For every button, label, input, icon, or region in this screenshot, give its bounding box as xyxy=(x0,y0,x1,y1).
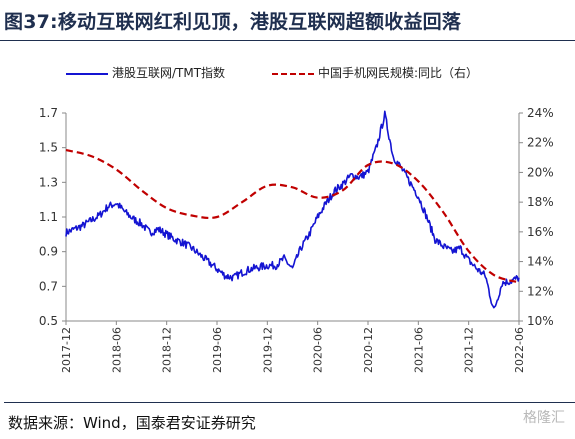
right-y-tick-label: 14% xyxy=(527,255,554,269)
left-y-tick-label: 0.7 xyxy=(39,279,58,293)
left-y-tick-label: 0.9 xyxy=(39,245,58,259)
left-y-tick-label: 1.7 xyxy=(39,106,58,120)
right-y-tick-label: 12% xyxy=(527,284,554,298)
x-tick-label: 2022-06 xyxy=(513,327,526,373)
x-tick-label: 2017-12 xyxy=(60,327,73,373)
figure-title-bar: 图37:移动互联网红利见顶，港股互联网超额收益回落 xyxy=(0,0,575,41)
watermark: 格隆汇 xyxy=(523,410,565,426)
right-y-tick-label: 20% xyxy=(527,165,554,179)
left-y-tick-label: 1.5 xyxy=(39,141,58,155)
right-y-tick-label: 10% xyxy=(527,314,554,328)
legend-label-series-2: 中国手机网民规模:同比（右） xyxy=(318,66,479,80)
legend-swatch-solid xyxy=(66,73,108,75)
left-y-tick-label: 0.5 xyxy=(39,314,58,328)
x-tick-label: 2019-06 xyxy=(211,327,224,373)
left-y-tick-label: 1.1 xyxy=(39,210,58,224)
x-tick-label: 2018-12 xyxy=(161,327,174,373)
x-tick-label: 2021-06 xyxy=(412,327,425,373)
figure-title: 图37:移动互联网红利见顶，港股互联网超额收益回落 xyxy=(4,11,462,33)
x-tick-label: 2020-06 xyxy=(312,327,325,373)
right-y-tick-label: 16% xyxy=(527,225,554,239)
x-tick-label: 2020-12 xyxy=(362,327,375,373)
right-y-tick-label: 24% xyxy=(527,106,554,120)
source-bar: 数据来源：Wind，国泰君安证券研究 格隆汇 xyxy=(4,402,575,439)
x-tick-label: 2019-12 xyxy=(261,327,274,373)
right-y-tick-label: 18% xyxy=(527,195,554,209)
legend-swatch-dashed xyxy=(272,73,314,75)
x-tick-label: 2018-06 xyxy=(110,327,123,373)
x-tick-label: 2021-12 xyxy=(463,327,476,373)
series-line-mobile-users-yoy xyxy=(65,149,520,284)
series-line-hk-internet-tmt xyxy=(65,110,520,309)
left-y-tick-label: 1.3 xyxy=(39,175,58,189)
source-note: 数据来源：Wind，国泰君安证券研究 xyxy=(8,414,256,432)
legend-label-series-1: 港股互联网/TMT指数 xyxy=(112,66,226,80)
right-y-tick-label: 22% xyxy=(527,136,554,150)
